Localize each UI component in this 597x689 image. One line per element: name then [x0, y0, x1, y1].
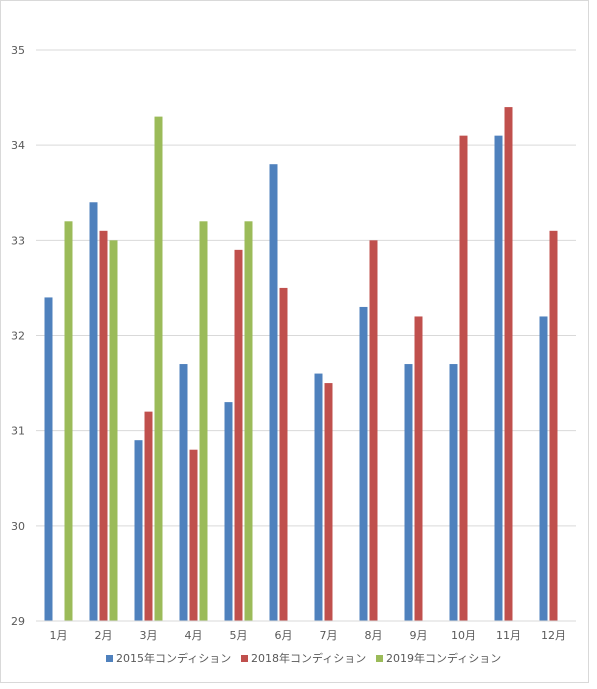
bar-1-3: [134, 440, 143, 621]
x-tick-label: 9月: [410, 629, 428, 642]
x-tick-label: 10月: [451, 629, 476, 642]
bars: [44, 107, 558, 622]
x-tick-label: 5月: [230, 629, 248, 642]
bar-3-2: [109, 240, 118, 622]
chart-frame: 29 30 31 32 33 34 35 1月 2月 3月 4月 5月 6月 7月 8月 9月 10月 11月 12…: [0, 0, 589, 683]
y-tick-label: 35: [11, 44, 25, 57]
bar-1-9: [404, 364, 413, 621]
bar-3-5: [244, 221, 253, 622]
bar-2-3: [144, 411, 153, 621]
y-tick-label: 34: [11, 139, 25, 152]
bar-2-5: [234, 249, 243, 621]
legend-swatch: [241, 655, 248, 662]
legend: 2015年コンディション 2018年コンディション 2019年コンディション: [106, 651, 501, 665]
bar-1-2: [89, 202, 98, 621]
bar-1-8: [359, 306, 368, 621]
axes: 29 30 31 32 33 34 35 1月 2月 3月 4月 5月 6月 7月 8月 9月 10月 11月 12…: [11, 44, 576, 642]
bar-2-12: [549, 230, 558, 622]
x-tick-label: 4月: [185, 629, 203, 642]
bar-1-1: [44, 297, 53, 621]
bar-3-3: [154, 116, 163, 621]
x-tick-label: 12月: [541, 629, 566, 642]
bar-2-4: [189, 449, 198, 621]
x-tick-label: 8月: [365, 629, 383, 642]
bar-3-1: [64, 221, 73, 622]
legend-swatch: [376, 655, 383, 662]
x-tick-label: 1月: [50, 629, 68, 642]
y-tick-label: 29: [11, 615, 25, 628]
x-tick-label: 6月: [275, 629, 293, 642]
legend-label: 2019年コンディション: [386, 651, 501, 665]
bar-1-7: [314, 373, 323, 621]
bar-2-11: [504, 107, 513, 622]
y-tick-label: 32: [11, 330, 25, 343]
bar-2-6: [279, 287, 288, 621]
legend-label: 2015年コンディション: [116, 651, 231, 665]
bar-1-4: [179, 364, 188, 621]
x-tick-label: 2月: [95, 629, 113, 642]
bar-chart: 29 30 31 32 33 34 35 1月 2月 3月 4月 5月 6月 7月 8月 9月 10月 11月 12…: [11, 44, 576, 665]
bar-1-12: [539, 316, 548, 621]
x-tick-label: 3月: [140, 629, 158, 642]
x-tick-label: 7月: [320, 629, 338, 642]
bar-2-7: [324, 383, 333, 621]
y-tick-label: 30: [11, 520, 25, 533]
bar-1-5: [224, 402, 233, 621]
bar-2-9: [414, 316, 423, 621]
legend-swatch: [106, 655, 113, 662]
bar-2-8: [369, 240, 378, 622]
bar-1-10: [449, 364, 458, 621]
bar-2-10: [459, 135, 468, 621]
bar-3-4: [199, 221, 208, 622]
legend-label: 2018年コンディション: [251, 651, 366, 665]
y-tick-label: 31: [11, 425, 25, 438]
bar-1-6: [269, 164, 278, 621]
gridlines: [36, 49, 576, 527]
y-tick-label: 33: [11, 234, 25, 247]
bar-1-11: [494, 135, 503, 621]
x-tick-label: 11月: [496, 629, 521, 642]
bar-2-2: [99, 230, 108, 622]
